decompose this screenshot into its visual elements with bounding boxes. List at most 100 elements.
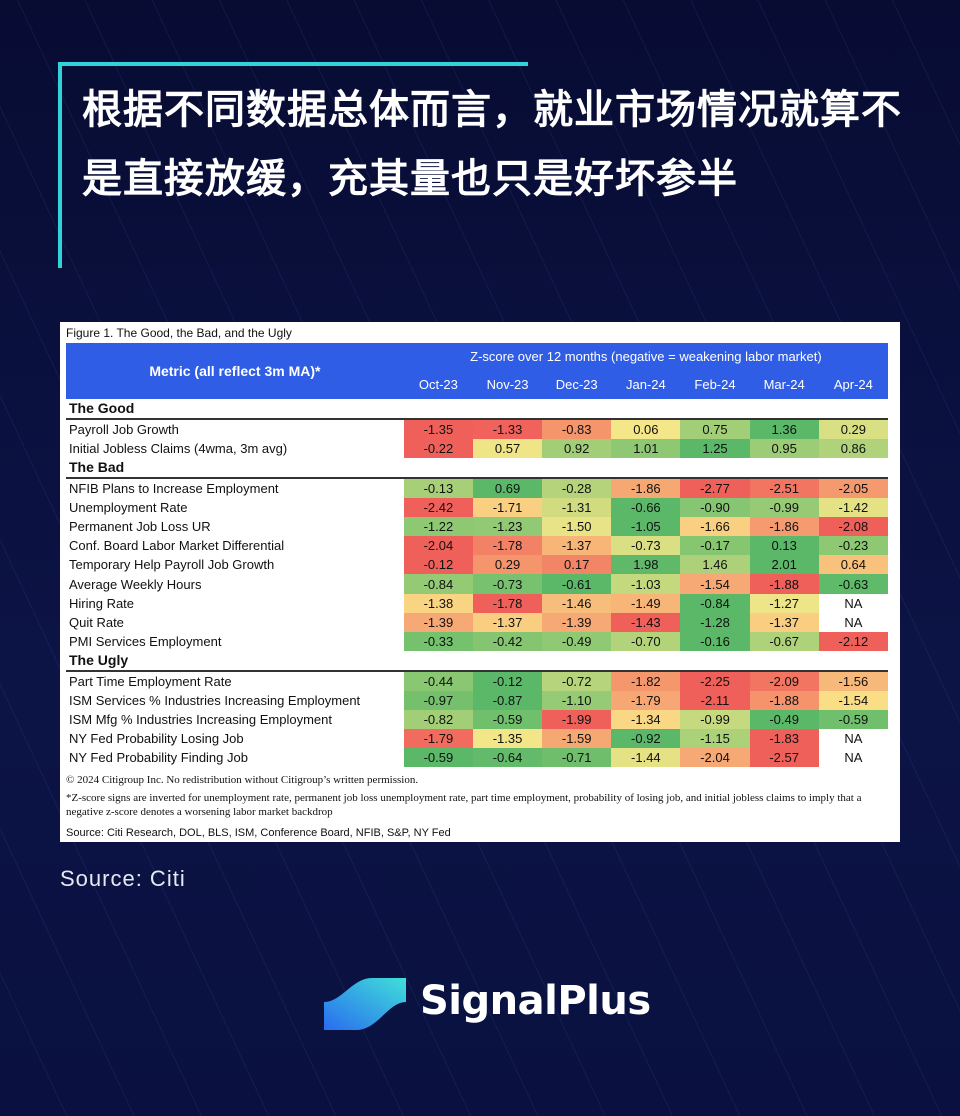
heatmap-cell: -1.56 — [818, 670, 888, 691]
heatmap-cell: 1.46 — [680, 555, 750, 575]
headline: 根据不同数据总体而言，就业市场情况就算不是直接放缓，充其量也只是好坏参半 — [82, 87, 902, 202]
figure-panel: Figure 1. The Good, the Bad, and the Ugl… — [60, 322, 900, 842]
heatmap-cell: 0.95 — [749, 439, 819, 459]
heatmap-cell: -0.13 — [403, 478, 473, 499]
source-label: Source: Citi — [60, 866, 186, 891]
heatmap-cell: -1.66 — [680, 517, 750, 537]
heatmap-cell: 1.36 — [749, 419, 819, 439]
table-row: NY Fed Probability Losing Job -1.79 -1.35-… — [66, 729, 888, 749]
heatmap-cell: -0.12 — [403, 555, 473, 575]
heatmap-cell: -1.54 — [818, 690, 888, 710]
heatmap-cell: -1.82 — [611, 670, 681, 691]
heatmap-cell: -1.10 — [542, 690, 612, 710]
footnote: *Z-score signs are inverted for unemploy… — [66, 792, 862, 819]
heatmap-cell: 0.17 — [542, 555, 612, 575]
heatmap-cell: -2.09 — [749, 670, 819, 691]
heatmap-cell: 0.92 — [542, 439, 612, 459]
heatmap-cell: NA — [844, 731, 863, 747]
heatmap-cell: -2.11 — [680, 690, 750, 710]
heatmap-cell: -1.37 — [749, 612, 819, 632]
heatmap-cell: -1.54 — [680, 574, 750, 594]
heatmap-cell: -2.04 — [403, 536, 473, 556]
copyright: © 2024 Citigroup Inc. No redistribution … — [66, 774, 419, 787]
accent-line-left — [58, 62, 62, 268]
group-header: Z-score over 12 months (negative = weake… — [403, 343, 888, 369]
heatmap-cell: -0.87 — [472, 690, 543, 710]
heatmap-cell: -1.37 — [542, 536, 612, 556]
section-header: The Bad — [66, 458, 888, 480]
heatmap-cell: -1.83 — [749, 729, 819, 749]
heatmap-cell: -0.59 — [818, 709, 888, 730]
brand-name: SignalPlus — [420, 978, 651, 1024]
heatmap-cell: -1.44 — [611, 748, 681, 768]
metric-label: Average Weekly Hours — [69, 576, 202, 592]
heatmap-cell: -0.59 — [403, 748, 473, 768]
heatmap-cell: -0.72 — [542, 670, 612, 691]
heatmap-cell: -1.49 — [611, 593, 681, 613]
heatmap-cell: -0.49 — [749, 709, 819, 730]
heatmap-cell: -0.28 — [542, 478, 612, 499]
table-row: ISM Mfg % Industries Increasing Employme… — [66, 709, 888, 730]
section-title: The Ugly — [66, 650, 888, 672]
table-row: NFIB Plans to Increase Employment -0.13 0.… — [66, 478, 888, 499]
heatmap-cell: -2.77 — [680, 478, 750, 499]
metric-label: ISM Mfg % Industries Increasing Employme… — [69, 711, 332, 727]
heatmap-cell: -1.37 — [472, 612, 543, 632]
heatmap-cell: 0.57 — [472, 439, 543, 459]
heatmap-cell: -1.42 — [818, 498, 888, 518]
metric-label: Hiring Rate — [69, 595, 135, 611]
heatmap-cell: -0.73 — [611, 536, 681, 556]
heatmap-cell: -1.43 — [611, 612, 681, 632]
heatmap-cell: -0.23 — [818, 536, 888, 556]
heatmap-cell: -1.33 — [472, 419, 543, 439]
heatmap-cell: 0.86 — [818, 439, 888, 459]
heatmap-cell: -1.15 — [680, 729, 750, 749]
metric-label: Temporary Help Payroll Job Growth — [69, 557, 275, 573]
heatmap-cell: -0.16 — [680, 631, 750, 651]
column-header: Dec-23 — [542, 369, 612, 399]
heatmap-cell: -0.61 — [542, 574, 612, 594]
heatmap-cell: -1.79 — [611, 690, 681, 710]
section-header: The Ugly — [66, 650, 888, 672]
table-row: ISM Services % Industries Increasing Emp… — [66, 690, 888, 710]
heatmap-cell: -0.64 — [472, 748, 543, 768]
table-row: Quit Rate -1.39 -1.37 -1.39 -1.43 -1.28 -1.37 N… — [66, 612, 888, 632]
heatmap-cell: -1.88 — [749, 574, 819, 594]
figure-title: Figure 1. The Good, the Bad, and the Ugl… — [66, 326, 292, 340]
heatmap-cell: 1.25 — [680, 439, 750, 459]
section-title: The Bad — [66, 458, 888, 480]
heatmap-cell: -1.46 — [542, 593, 612, 613]
heatmap-cell: -1.78 — [472, 593, 543, 613]
heatmap-cell: -0.90 — [680, 498, 750, 518]
heatmap-cell: -0.12 — [472, 670, 543, 691]
heatmap-cell: -2.25 — [680, 670, 750, 691]
heatmap-cell: -0.44 — [403, 670, 473, 691]
heatmap-cell: -1.28 — [680, 612, 750, 632]
heatmap-cell: -1.23 — [472, 517, 543, 537]
metric-label: Part Time Employment Rate — [69, 673, 232, 689]
metric-label: Unemployment Rate — [69, 500, 188, 516]
heatmap-cell: -1.38 — [403, 593, 473, 613]
table-row: PMI Services Employment -0.33 -0.42 -0.49 -0… — [66, 631, 888, 651]
table-row: Conf. Board Labor Market Differential -2.… — [66, 536, 888, 556]
heatmap-cell: NA — [844, 614, 863, 630]
heatmap-cell: -1.71 — [472, 498, 543, 518]
column-header: Mar-24 — [749, 369, 819, 399]
signalplus-logo-icon — [324, 978, 406, 1030]
heatmap-cell: -0.99 — [749, 498, 819, 518]
table-row: NY Fed Probability Finding Job -0.59 -0.64… — [66, 748, 888, 768]
heatmap-cell: -1.78 — [472, 536, 543, 556]
heatmap-cell: 1.98 — [611, 555, 681, 575]
metric-label: NY Fed Probability Losing Job — [69, 731, 244, 747]
heatmap-cell: -1.39 — [403, 612, 473, 632]
heatmap-cell: -1.35 — [403, 419, 473, 439]
figure-source: Source: Citi Research, DOL, BLS, ISM, Co… — [66, 827, 451, 840]
heatmap-cell: -0.73 — [472, 574, 543, 594]
table-row: Part Time Employment Rate -0.44 -0.12 -0.72… — [66, 670, 888, 691]
heatmap-cell: 2.01 — [749, 555, 819, 575]
table-row: Hiring Rate -1.38 -1.78 -1.46 -1.49 -0.84 -1.2… — [66, 593, 888, 613]
heatmap-table: Metric (all reflect 3m MA)* Z-score over… — [66, 343, 888, 768]
heatmap-cell: -0.84 — [403, 574, 473, 594]
heatmap-cell: 0.64 — [818, 555, 888, 575]
heatmap-cell: -1.39 — [542, 612, 612, 632]
